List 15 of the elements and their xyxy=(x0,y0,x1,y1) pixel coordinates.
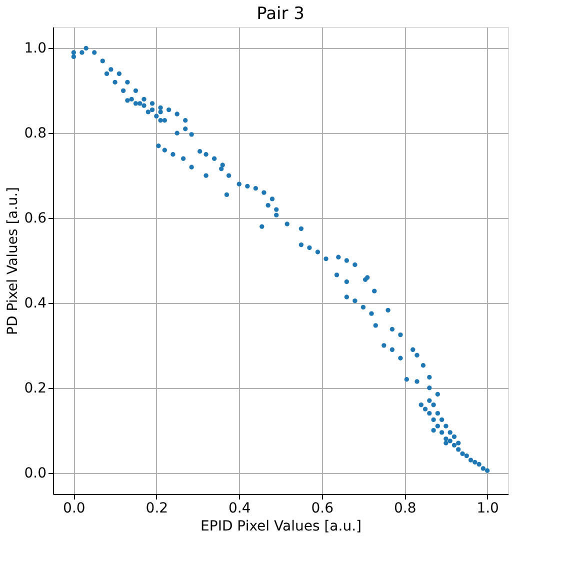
x-axis-title: EPID Pixel Values [a.u.] xyxy=(200,518,362,534)
y-axis-title: PD Pixel Values [a.u.] xyxy=(5,187,22,335)
x-tick-label: 0.6 xyxy=(311,500,334,516)
y-tick-label: 0.2 xyxy=(24,380,46,396)
x-tick-label: 0.4 xyxy=(228,500,251,516)
y-tick-label: 0.4 xyxy=(24,295,47,312)
x-tick-label: 0.0 xyxy=(63,500,86,516)
y-tick-label: 0.0 xyxy=(24,465,46,482)
chart-title: Pair 3 xyxy=(256,4,304,24)
x-tick-label: 1.0 xyxy=(476,500,499,516)
y-tick-label: 0.6 xyxy=(24,210,47,227)
y-tick-label: 0.8 xyxy=(24,126,46,142)
x-tick-label: 0.8 xyxy=(394,500,416,516)
y-tick-label: 1.0 xyxy=(24,40,46,57)
x-tick-label: 0.2 xyxy=(146,500,168,516)
